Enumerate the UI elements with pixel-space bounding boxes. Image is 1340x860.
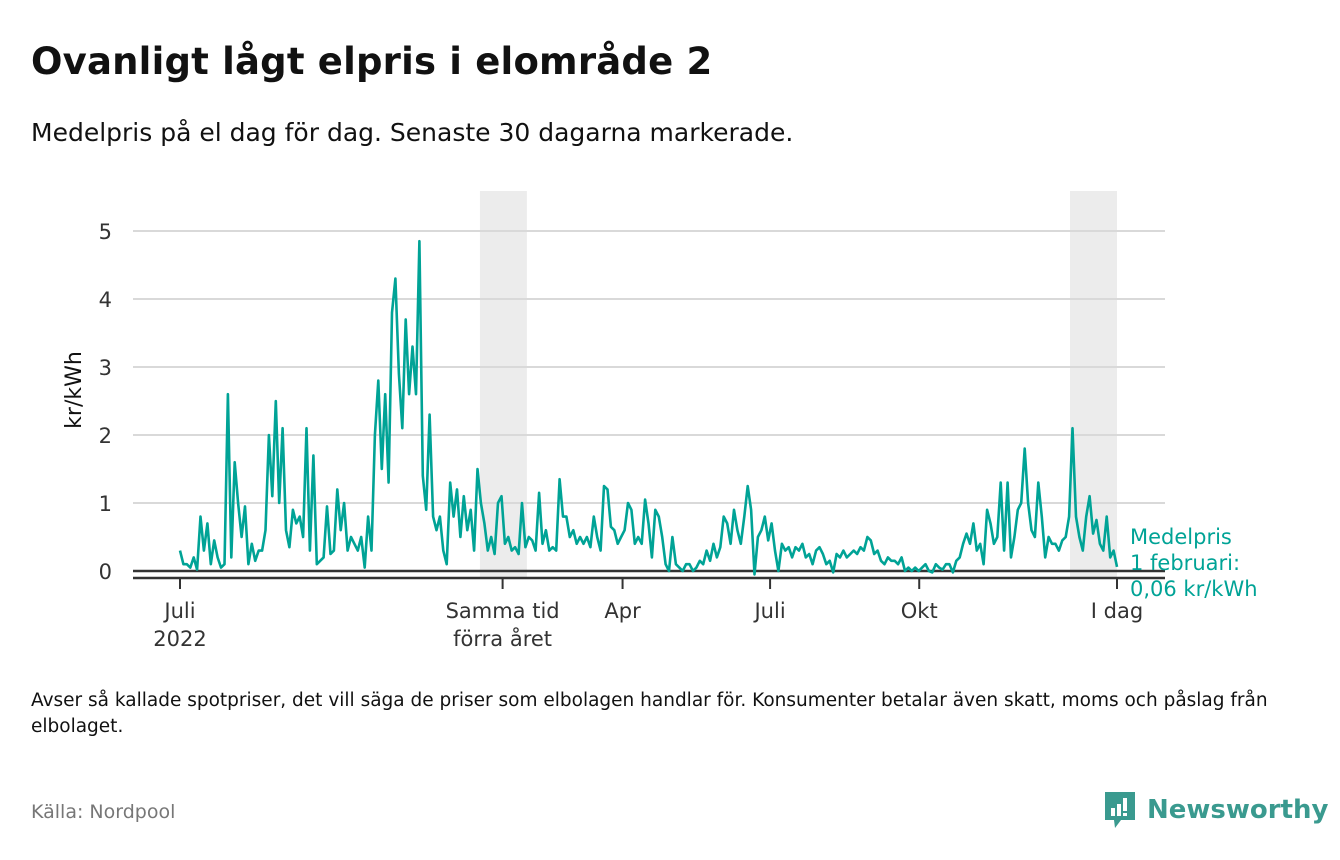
line-chart: 0 1 2 3 4 5 Juli 2022 Samma tid förra året Apr Jul… [62, 191, 1258, 651]
latest-price-annotation: 1 februari: [1130, 551, 1240, 575]
y-tick-label: 1 [99, 492, 112, 516]
footnote: Avser så kallade spotpriser, det vill sä… [31, 690, 1268, 737]
source-label: Källa: Nordpool [31, 801, 176, 823]
x-tick-label: I dag [1091, 599, 1143, 623]
x-tick-label: Apr [604, 599, 641, 623]
chart-subtitle: Medelpris på el dag för dag. Senaste 30 … [31, 118, 794, 147]
x-tick-label: Okt [901, 599, 938, 623]
y-tick-label: 3 [99, 356, 112, 380]
latest-price-annotation: 0,06 kr/kWh [1130, 577, 1258, 601]
logo-text: Newsworthy [1147, 795, 1329, 825]
chart-title: Ovanligt lågt elpris i elområde 2 [31, 40, 713, 83]
x-tick-label: 2022 [153, 627, 206, 651]
newsworthy-logo: Newsworthy [1103, 790, 1328, 830]
logo-icon [1105, 792, 1135, 828]
highlight-band [1069, 191, 1117, 579]
y-axis-label: kr/kWh [62, 351, 87, 429]
y-tick-label: 0 [99, 560, 112, 584]
price-line [178, 239, 1119, 576]
x-tick-label: Juli [162, 599, 195, 623]
x-tick-label: förra året [453, 626, 552, 651]
x-tick-label: Juli [752, 599, 785, 623]
y-tick-label: 4 [99, 288, 112, 312]
y-tick-label: 2 [99, 424, 112, 448]
x-tick-label: Samma tid [446, 599, 560, 623]
latest-price-annotation: Medelpris [1130, 525, 1232, 549]
y-tick-label: 5 [99, 220, 112, 244]
